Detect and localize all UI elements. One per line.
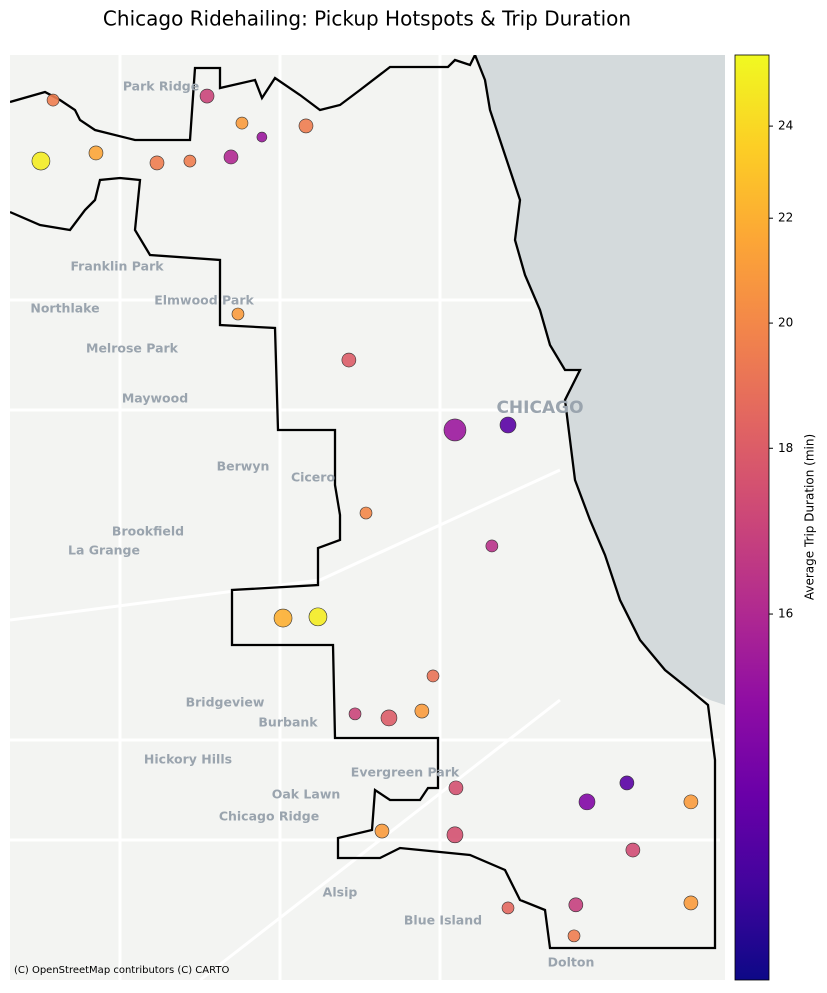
colorbar-tick-label: 16: [778, 607, 793, 621]
place-label: Evergreen Park: [351, 765, 460, 780]
pickup-point: [578, 793, 596, 811]
pickup-point: [46, 93, 60, 107]
pickup-point: [683, 794, 699, 810]
place-label: Dolton: [548, 955, 595, 970]
colorbar-tick-label: 24: [778, 119, 793, 133]
pickup-point: [31, 151, 51, 171]
place-label: Cicero: [291, 470, 336, 485]
pickup-point: [199, 88, 215, 104]
pickup-point: [235, 116, 249, 130]
place-label: Franklin Park: [70, 259, 164, 274]
pickup-point: [426, 669, 440, 683]
place-label: Chicago Ridge: [219, 809, 319, 824]
pickup-point: [448, 780, 464, 796]
pickup-point: [223, 149, 239, 165]
points: [31, 88, 699, 943]
pickup-point: [374, 823, 390, 839]
pickup-point: [683, 895, 699, 911]
place-label: Park Ridge: [123, 79, 199, 94]
pickup-point: [568, 897, 584, 913]
basemap: Park Ridge Franklin Park Northlake Elmwo…: [10, 55, 725, 980]
place-label: Oak Lawn: [272, 787, 341, 802]
place-label: Bridgeview: [186, 695, 265, 710]
colorbar-tick-label: 22: [778, 211, 793, 225]
pickup-point: [359, 506, 373, 520]
pickup-point: [149, 155, 165, 171]
pickup-point: [499, 416, 517, 434]
place-label: Northlake: [30, 301, 99, 316]
place-label: Burbank: [258, 715, 318, 730]
place-label: La Grange: [68, 543, 140, 558]
place-label: Elmwood Park: [154, 293, 254, 308]
pickup-point: [273, 608, 293, 628]
place-label: Berwyn: [217, 459, 270, 474]
place-label: CHICAGO: [496, 398, 583, 418]
pickup-point: [308, 607, 328, 627]
place-label: Blue Island: [404, 913, 482, 928]
colorbar: [734, 54, 770, 981]
colorbar-label: Average Trip Duration (min): [803, 434, 817, 600]
pickup-point: [348, 707, 362, 721]
place-label: Alsip: [323, 885, 358, 900]
pickup-point: [88, 145, 104, 161]
pickup-point: [625, 842, 641, 858]
pickup-point: [443, 418, 467, 442]
pickup-point: [380, 709, 398, 727]
place-label: Melrose Park: [86, 341, 179, 356]
pickup-point: [231, 307, 245, 321]
pickup-point: [298, 118, 314, 134]
lake: [475, 55, 725, 705]
pickup-point: [183, 154, 197, 168]
colorbar-tick-label: 20: [778, 316, 793, 330]
attribution: (C) OpenStreetMap contributors (C) CARTO: [14, 965, 229, 976]
place-label: Hickory Hills: [144, 752, 232, 767]
chart-title: Chicago Ridehailing: Pickup Hotspots & T…: [103, 7, 631, 31]
pickup-point: [619, 775, 635, 791]
colorbar-tick-label: 18: [778, 441, 793, 455]
place-label: Maywood: [122, 391, 188, 406]
pickup-point: [446, 826, 464, 844]
pickup-point: [341, 352, 357, 368]
pickup-point: [567, 929, 581, 943]
pickup-point: [256, 131, 268, 143]
pickup-point: [485, 539, 499, 553]
pickup-point: [501, 901, 515, 915]
place-label: Brookfield: [112, 524, 184, 539]
roads: [10, 55, 720, 980]
city-boundary: [10, 55, 717, 950]
pickup-point: [414, 703, 430, 719]
